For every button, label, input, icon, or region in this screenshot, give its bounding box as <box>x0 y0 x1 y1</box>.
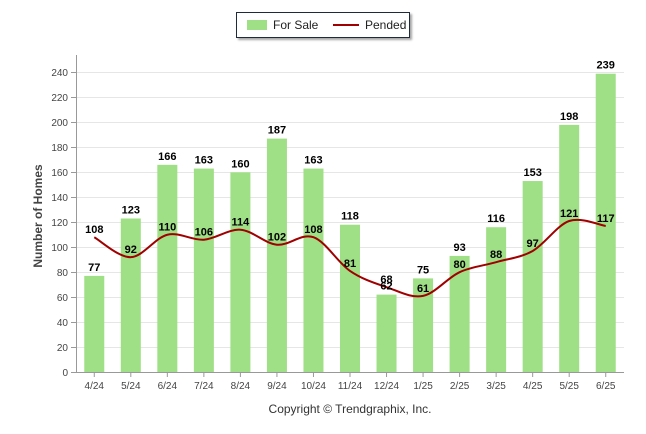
y-tick-label: 0 <box>62 368 68 379</box>
line-data-label: 88 <box>490 249 502 261</box>
x-tick-label: 8/24 <box>231 381 251 392</box>
bar-data-label: 77 <box>88 262 100 274</box>
bar-for-sale <box>449 255 470 372</box>
y-tick-label: 160 <box>51 168 68 179</box>
x-tick-label: 4/25 <box>523 381 543 392</box>
x-tick-label: 6/25 <box>596 381 616 392</box>
bar-data-label: 239 <box>597 60 615 72</box>
bar-data-label: 160 <box>231 158 249 170</box>
line-data-label: 108 <box>85 224 103 236</box>
bar-for-sale <box>230 172 251 372</box>
bar-for-sale <box>120 218 141 372</box>
x-tick-label: 4/24 <box>85 381 105 392</box>
line-data-label: 117 <box>597 213 615 225</box>
y-tick-label: 100 <box>51 243 68 254</box>
line-data-label: 81 <box>344 258 356 270</box>
line-data-label: 106 <box>195 227 213 239</box>
y-tick-label: 20 <box>57 343 69 354</box>
line-data-label: 68 <box>380 274 392 286</box>
bar-data-label: 75 <box>417 264 429 276</box>
bar-data-label: 118 <box>341 211 359 223</box>
bar-data-label: 116 <box>487 213 505 225</box>
line-data-label: 92 <box>125 244 137 256</box>
line-data-label: 102 <box>268 232 286 244</box>
y-axis-title: Number of Homes <box>31 164 45 268</box>
bar-data-label: 123 <box>122 204 140 216</box>
y-tick-label: 40 <box>57 318 69 329</box>
bar-for-sale <box>84 275 105 372</box>
y-tick-label: 80 <box>57 268 69 279</box>
bar-data-label: 166 <box>158 151 176 163</box>
legend-label-for-sale: For Sale <box>273 18 319 32</box>
y-tick-label: 220 <box>51 93 68 104</box>
x-tick-label: 6/24 <box>158 381 178 392</box>
legend-swatch-pended <box>333 24 359 26</box>
bar-data-label: 163 <box>304 155 322 167</box>
y-tick-label: 120 <box>51 218 68 229</box>
x-tick-label: 10/24 <box>301 381 326 392</box>
bar-data-label: 187 <box>268 125 286 137</box>
x-tick-label: 11/24 <box>338 381 363 392</box>
bar-for-sale <box>376 294 397 372</box>
line-data-label: 108 <box>304 224 322 236</box>
copyright-text: Copyright © Trendgraphix, Inc. <box>268 402 432 416</box>
bar-for-sale <box>303 168 324 372</box>
bar-for-sale <box>193 168 214 372</box>
x-tick-label: 5/24 <box>121 381 141 392</box>
line-data-label: 97 <box>527 238 539 250</box>
y-tick-label: 200 <box>51 118 68 129</box>
bar-data-label: 93 <box>453 242 465 254</box>
bar-for-sale <box>266 138 287 372</box>
x-tick-label: 3/25 <box>486 381 506 392</box>
x-tick-label: 1/25 <box>413 381 433 392</box>
bar-for-sale <box>340 224 360 372</box>
x-tick-label: 9/24 <box>267 381 287 392</box>
x-tick-label: 2/25 <box>450 381 470 392</box>
y-tick-label: 180 <box>51 143 68 154</box>
legend-label-pended: Pended <box>365 18 407 32</box>
line-data-label: 61 <box>417 283 429 295</box>
bar-for-sale <box>413 278 434 372</box>
line-data-label: 114 <box>232 217 251 229</box>
line-data-label: 121 <box>560 208 578 220</box>
bar-data-label: 62 <box>380 281 392 293</box>
bar-data-label: 153 <box>523 167 541 179</box>
bar-for-sale <box>595 73 616 372</box>
line-pended <box>93 218 606 298</box>
bar-data-label: 198 <box>560 111 578 123</box>
y-tick-label: 60 <box>57 293 69 304</box>
legend: For Sale Pended <box>236 12 410 38</box>
bar-data-label: 163 <box>195 155 213 167</box>
line-data-label: 80 <box>453 259 465 271</box>
legend-swatch-for-sale <box>247 20 267 30</box>
y-tick-label: 240 <box>51 68 68 79</box>
bar-for-sale <box>559 124 580 372</box>
bar-for-sale <box>522 181 543 372</box>
x-tick-label: 12/24 <box>374 381 399 392</box>
y-tick-label: 140 <box>51 193 68 204</box>
line-data-label: 110 <box>158 222 176 234</box>
x-tick-label: 7/24 <box>194 381 214 392</box>
x-tick-label: 5/25 <box>559 381 579 392</box>
bar-for-sale <box>157 164 178 372</box>
